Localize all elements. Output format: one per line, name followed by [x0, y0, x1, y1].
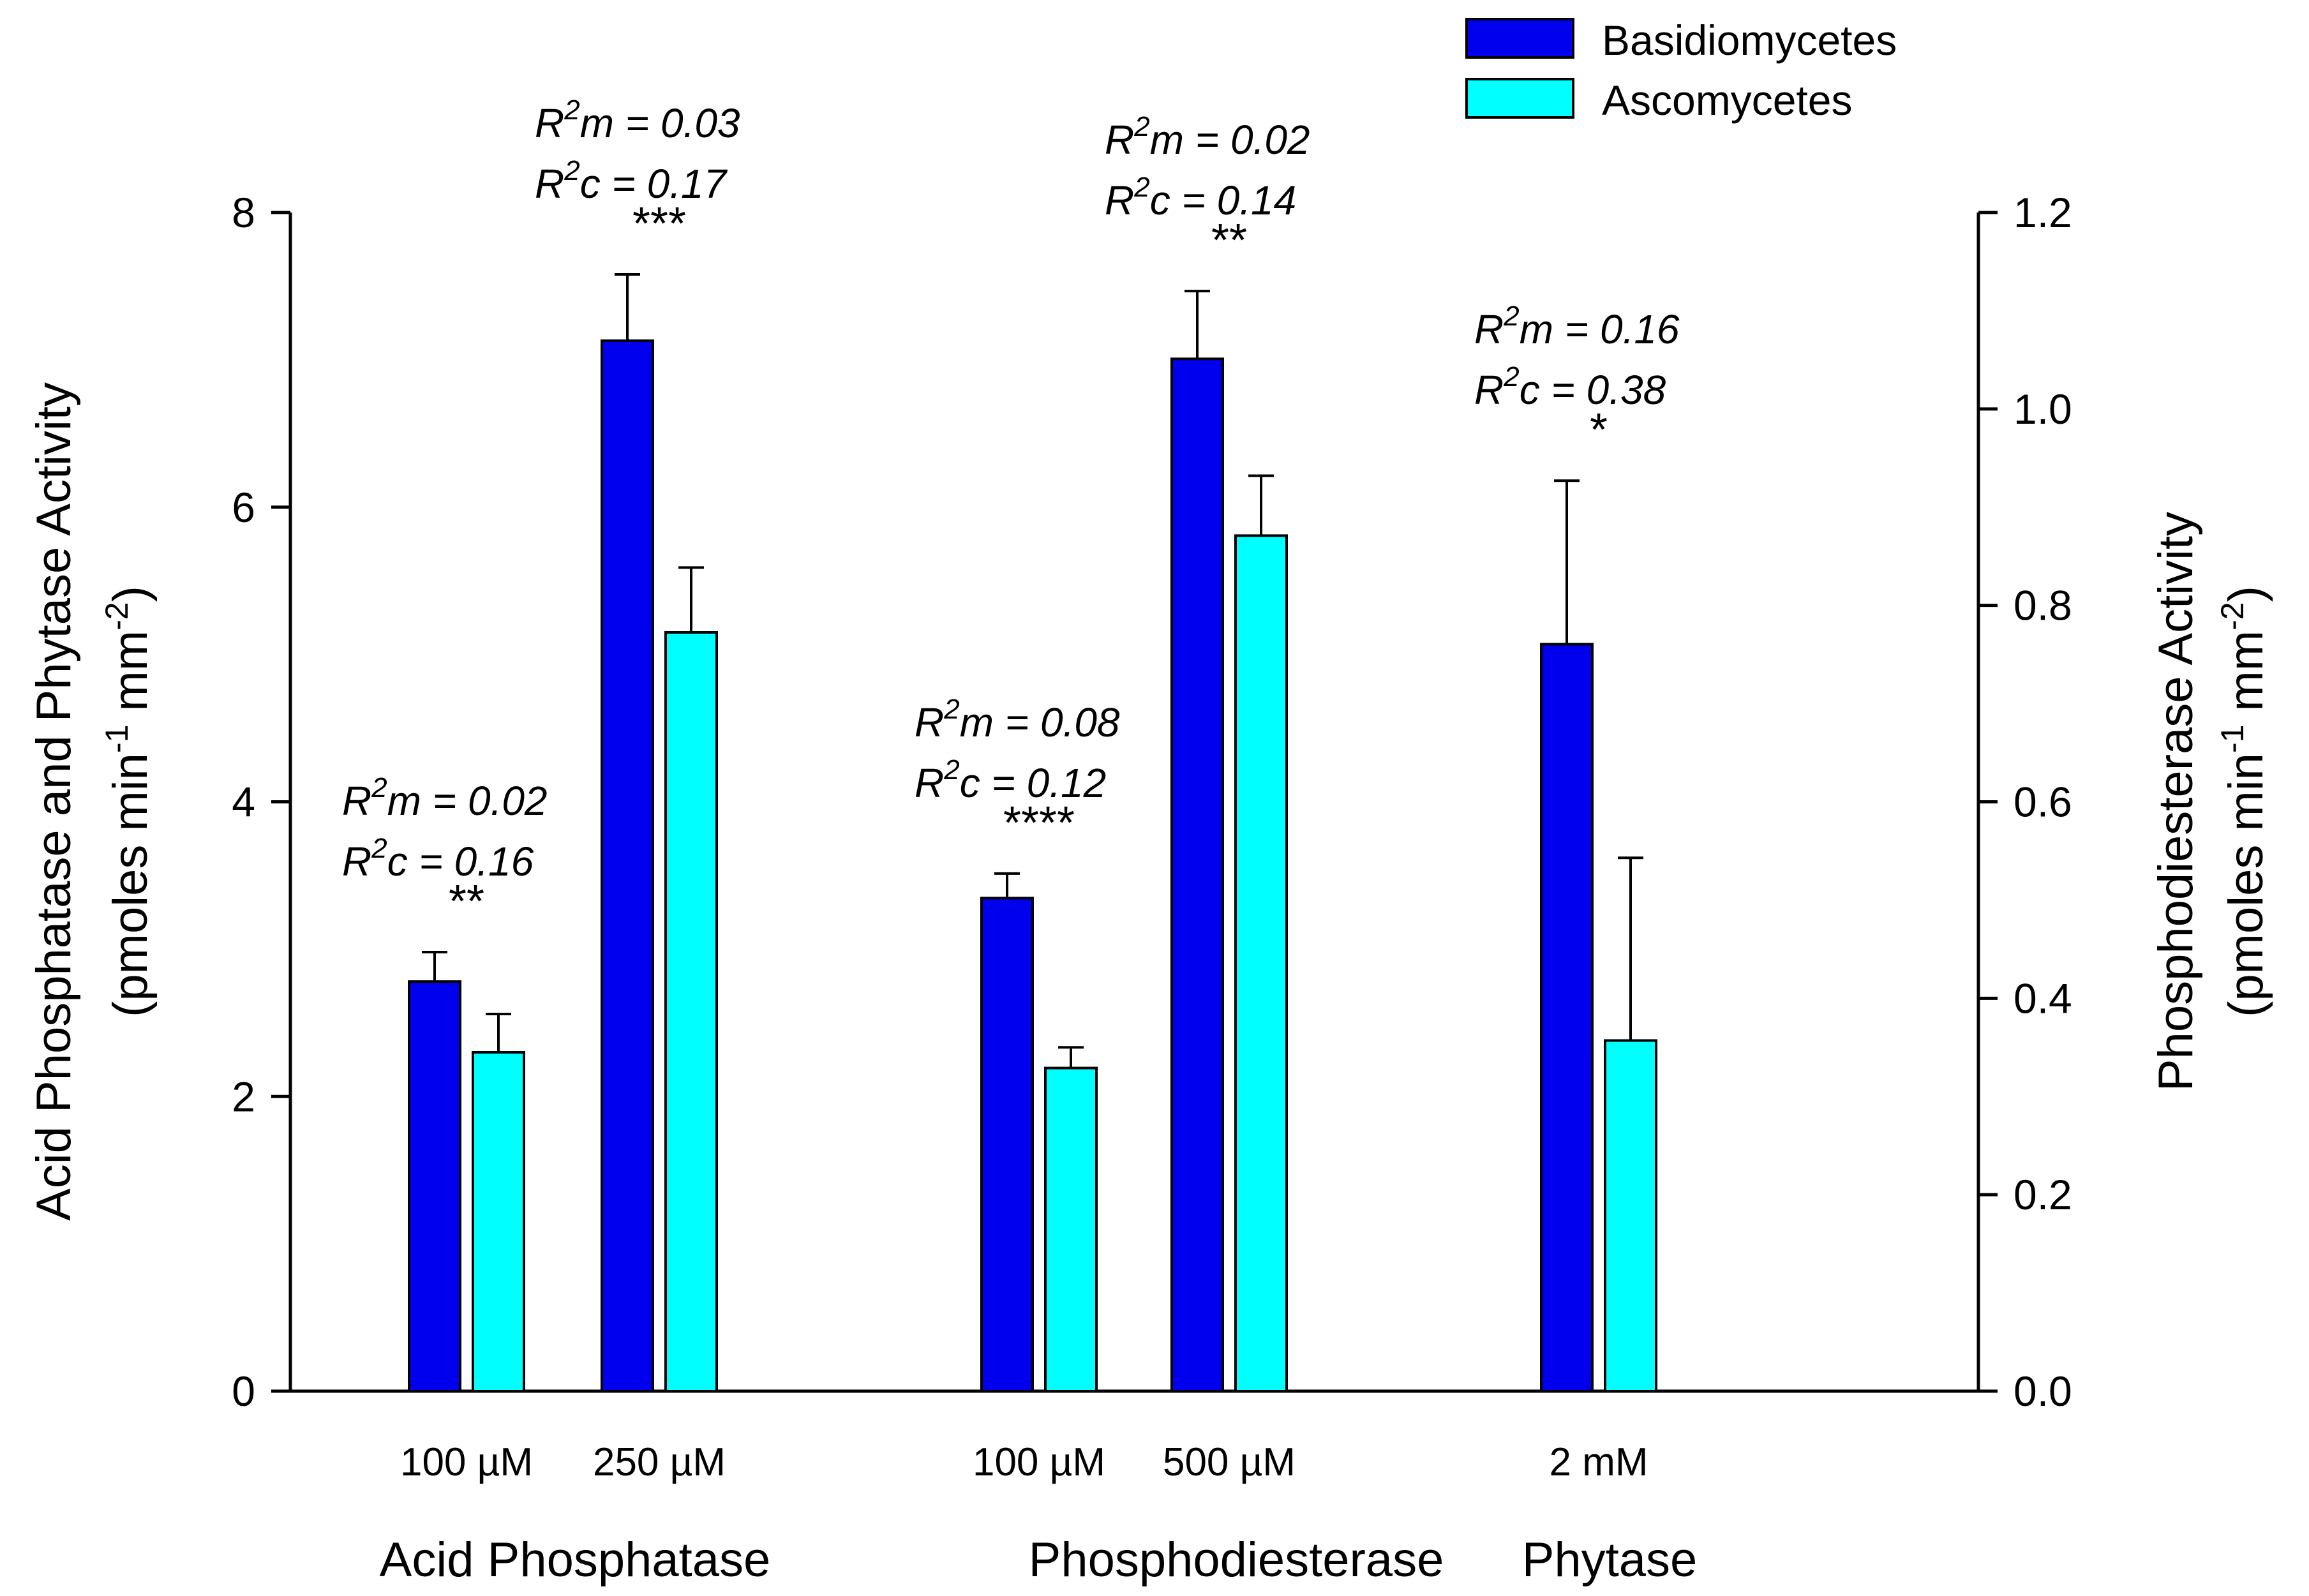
condition-label: 2 mM	[1550, 1440, 1648, 1484]
legend-label-ascomycetes: Ascomycetes	[1602, 77, 1852, 124]
bar-basidiomycetes	[1540, 643, 1594, 1392]
annotation-r2m: R2m = 0.16	[1474, 301, 1680, 352]
bar-ascomycetes	[1234, 534, 1288, 1392]
annotation-r2m: R2m = 0.02	[342, 772, 548, 824]
right-tick-label: 0.4	[2014, 974, 2072, 1022]
right-tick-label: 0.0	[2014, 1368, 2072, 1415]
condition-label: 100 µM	[400, 1440, 533, 1484]
bar-ascomycetes	[472, 1050, 525, 1393]
legend-swatch-basidiomycetes	[1465, 18, 1574, 59]
significance-marker: **	[1211, 215, 1247, 266]
group-label: Phytase	[1522, 1533, 1698, 1587]
right-tick-label: 0.6	[2014, 779, 2072, 826]
significance-marker: **	[449, 876, 484, 927]
annotation-r2m: R2m = 0.08	[915, 694, 1120, 745]
condition-label: 500 µM	[1163, 1440, 1296, 1484]
left-tick-label: 6	[232, 484, 255, 531]
right-axis-title-line1: Phosphodiesterase Activity	[2149, 512, 2203, 1091]
legend: Basidiomycetes Ascomycetes	[1465, 17, 1897, 124]
right-tick-label: 1.0	[2014, 385, 2072, 433]
annotation-r2m: R2m = 0.03	[535, 94, 740, 146]
group-label: Phosphodiesterase	[1029, 1533, 1444, 1587]
bar-ascomycetes	[1044, 1066, 1098, 1392]
left-ticks: 0 2 4 6 8	[232, 189, 290, 1415]
bar-basidiomycetes	[408, 980, 461, 1392]
bar-ascomycetes	[664, 630, 718, 1392]
bar-basidiomycetes	[980, 897, 1034, 1393]
left-tick-label: 8	[232, 189, 255, 236]
annotation-r2m: R2m = 0.02	[1105, 111, 1310, 163]
significance-marker: ****	[1003, 798, 1075, 849]
right-ticks: 0.0 0.2 0.4 0.6 0.8 1.0 1.2	[1978, 189, 2072, 1415]
left-axis-title-line2: (pmoles min-1 mm-2)	[99, 586, 158, 1017]
right-tick-label: 0.8	[2014, 582, 2072, 629]
annotation-r2c: R2c = 0.12	[915, 754, 1106, 806]
left-tick-label: 0	[232, 1368, 255, 1415]
bar-basidiomycetes	[601, 339, 654, 1393]
annotation-r2c: R2c = 0.14	[1105, 172, 1296, 223]
annotation-r2c: R2c = 0.38	[1474, 361, 1666, 413]
group-label: Acid Phosphatase	[380, 1533, 771, 1587]
left-axis-title-line1: Acid Phosphatase and Phytase Activity	[27, 382, 81, 1221]
bar-basidiomycetes	[1170, 357, 1224, 1392]
left-tick-label: 2	[232, 1073, 255, 1120]
condition-label: 100 µM	[973, 1440, 1105, 1484]
condition-label: 250 µM	[593, 1440, 726, 1484]
bar-ascomycetes	[1604, 1039, 1657, 1392]
significance-marker: ***	[632, 198, 686, 250]
right-axis-title: Phosphodiesterase Activity (pmoles min-1…	[2149, 512, 2273, 1091]
annotation-r2c: R2c = 0.16	[342, 833, 534, 884]
legend-swatch-ascomycetes	[1465, 78, 1574, 119]
right-tick-label: 0.2	[2014, 1171, 2072, 1218]
left-tick-label: 4	[232, 779, 255, 826]
group-labels: Acid Phosphatase Phosphodiesterase Phytase	[380, 1533, 1698, 1587]
significance-marker: *	[1590, 405, 1608, 456]
left-axis-title: Acid Phosphatase and Phytase Activity (p…	[27, 382, 158, 1221]
condition-labels: 100 µM 250 µM 100 µM 500 µM 2 mM	[400, 1440, 1648, 1484]
annotation-r2c: R2c = 0.17	[535, 155, 728, 207]
right-tick-label: 1.2	[2014, 189, 2072, 236]
bars	[408, 272, 1657, 1393]
right-axis-title-line2: (pmoles min-1 mm-2)	[2215, 586, 2273, 1017]
legend-label-basidiomycetes: Basidiomycetes	[1602, 17, 1897, 64]
